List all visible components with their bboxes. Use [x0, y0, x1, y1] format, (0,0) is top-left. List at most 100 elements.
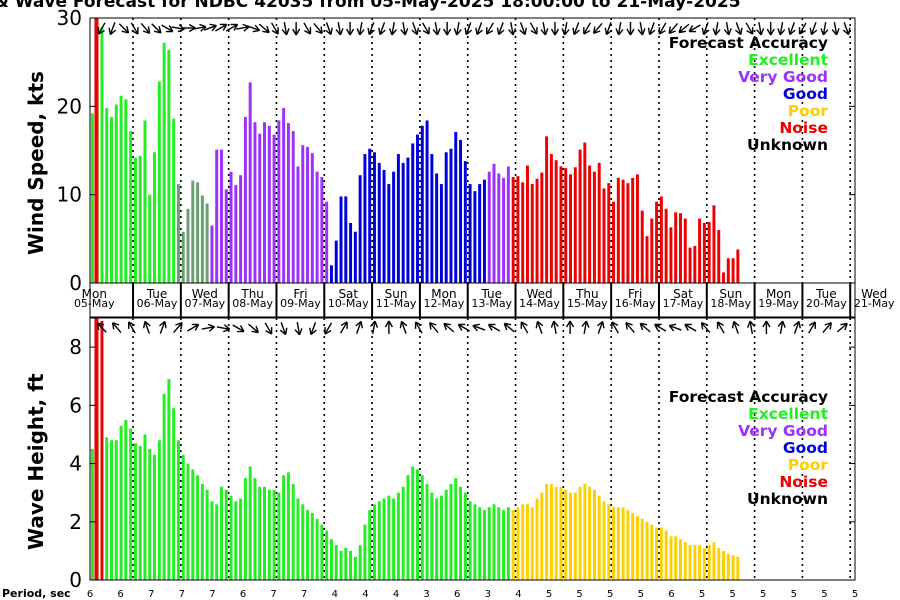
legend-item-excellent: Excellent: [748, 405, 828, 423]
data-bar: [602, 188, 606, 283]
data-bar: [339, 550, 343, 580]
y-tick-label: 2: [69, 510, 82, 534]
period-value: 7: [209, 589, 215, 600]
direction-arrow: [712, 21, 721, 36]
day-date-label: 14-May: [519, 297, 560, 310]
data-bar: [435, 173, 439, 283]
day-date-label: 12-May: [424, 297, 465, 310]
data-bar: [186, 208, 190, 283]
data-bar: [205, 203, 209, 283]
day-date-label: 10-May: [328, 297, 369, 310]
data-bar: [248, 82, 252, 283]
data-bar: [521, 504, 525, 580]
direction-arrow: [787, 22, 796, 36]
data-bar: [717, 547, 721, 580]
y-tick-label: 6: [69, 393, 82, 417]
data-bar: [200, 195, 204, 283]
direction-arrow: [313, 22, 323, 35]
data-bar: [416, 469, 419, 580]
data-bar: [124, 419, 128, 580]
data-bar: [597, 495, 601, 580]
data-bar: [229, 171, 233, 283]
data-bar: [148, 194, 152, 283]
data-bar: [430, 492, 434, 580]
day-label-strip: Mon05-MayTue06-MayWed07-MayThu08-MayFri0…: [74, 282, 895, 318]
data-bar: [516, 507, 520, 580]
data-bar: [353, 556, 357, 580]
data-bar: [626, 510, 630, 580]
y-tick-label: 8: [69, 335, 82, 359]
data-bar: [736, 556, 740, 580]
direction-arrow: [820, 21, 829, 36]
data-bar: [463, 161, 467, 283]
direction-arrow: [756, 21, 765, 36]
direction-arrow: [658, 22, 667, 35]
direction-arrow: [453, 21, 462, 36]
legend-item-poor: Poor: [788, 102, 829, 120]
direction-arrow: [400, 21, 409, 36]
data-bar: [286, 472, 290, 580]
data-bar: [712, 205, 716, 283]
data-bar: [105, 108, 109, 283]
data-bar: [702, 222, 706, 283]
data-bar: [325, 201, 329, 283]
period-value: 7: [148, 589, 154, 600]
data-bar: [263, 486, 266, 580]
data-bar: [392, 171, 396, 283]
data-bar: [731, 258, 735, 283]
period-value: 5: [821, 589, 827, 600]
day-date-label: 06-May: [137, 297, 178, 310]
data-bar: [133, 157, 137, 283]
direction-arrow: [97, 22, 106, 35]
direction-arrow: [583, 22, 591, 35]
period-value: 4: [332, 589, 338, 600]
direction-arrow: [701, 22, 710, 36]
data-bar: [119, 425, 123, 580]
data-bar: [722, 550, 725, 580]
data-bar: [267, 489, 271, 580]
data-bar: [478, 184, 482, 283]
data-bar: [382, 498, 386, 580]
data-bar: [616, 177, 620, 283]
data-bar: [296, 498, 300, 580]
direction-arrow: [762, 320, 771, 334]
data-bar: [387, 495, 391, 580]
data-bar: [679, 213, 682, 283]
day-weekday-label: Wed: [192, 287, 218, 301]
data-bar: [162, 393, 166, 580]
data-bar: [583, 483, 587, 580]
data-bar: [526, 504, 529, 580]
direction-arrow: [745, 22, 754, 35]
data-bar: [540, 492, 544, 580]
day-date-label: 20-May: [806, 297, 847, 310]
data-bar: [291, 483, 295, 580]
data-bar: [444, 489, 448, 580]
direction-arrow: [225, 23, 239, 32]
day-weekday-label: Wed: [526, 287, 552, 301]
data-bar: [363, 154, 367, 283]
data-bar: [468, 184, 472, 283]
direction-arrow: [654, 323, 667, 332]
data-bar: [549, 483, 553, 580]
data-bar: [650, 524, 654, 580]
direction-arrow: [809, 22, 818, 36]
data-bar: [612, 201, 616, 283]
data-bar: [286, 123, 290, 283]
direction-arrow: [808, 321, 816, 334]
direction-arrow: [550, 320, 559, 335]
data-bar: [172, 118, 176, 283]
y-tick-label: 4: [69, 452, 82, 476]
y-tick-label: 20: [57, 94, 82, 118]
period-axis-label: Period, sec: [2, 587, 71, 600]
data-bar: [315, 171, 319, 283]
data-bar: [707, 222, 711, 283]
day-weekday-label: Mon: [431, 287, 456, 301]
data-bar: [578, 486, 582, 580]
direction-arrow: [127, 321, 136, 334]
data-bar: [425, 483, 429, 580]
data-bar: [655, 201, 659, 283]
data-bar: [516, 176, 520, 283]
data-bar: [253, 122, 257, 283]
direction-arrow: [457, 323, 470, 332]
